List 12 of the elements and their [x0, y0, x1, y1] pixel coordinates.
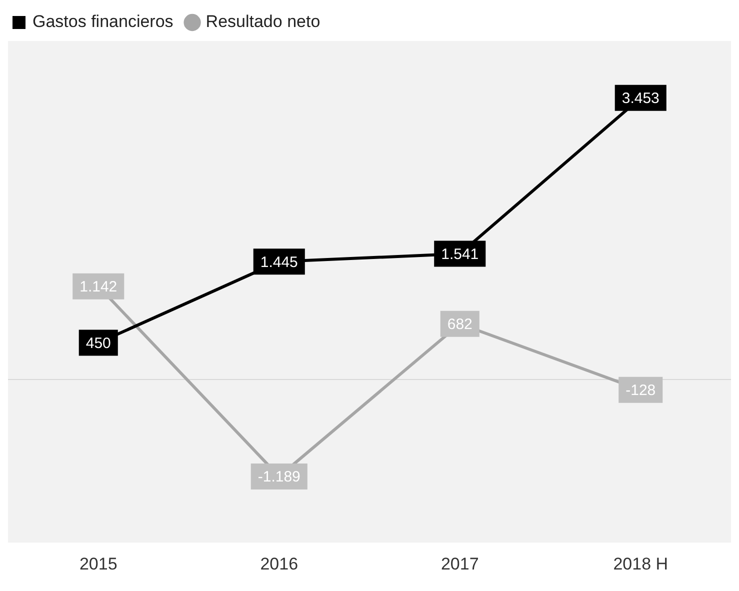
data-label: 3.453: [622, 90, 660, 107]
legend-label: Resultado neto: [206, 12, 320, 32]
data-label: 1.541: [441, 246, 479, 263]
x-tick-label: 2017: [440, 554, 479, 574]
x-tick-label: 2015: [79, 554, 118, 574]
data-label: 1.445: [260, 254, 298, 271]
data-label: -128: [626, 382, 656, 400]
x-tick-label: 2016: [260, 554, 298, 574]
x-tick-label: 2018 H: [613, 554, 668, 574]
data-label: 1.142: [80, 278, 118, 296]
legend-label: Gastos financieros: [32, 12, 174, 32]
data-label: -1.189: [258, 468, 300, 486]
